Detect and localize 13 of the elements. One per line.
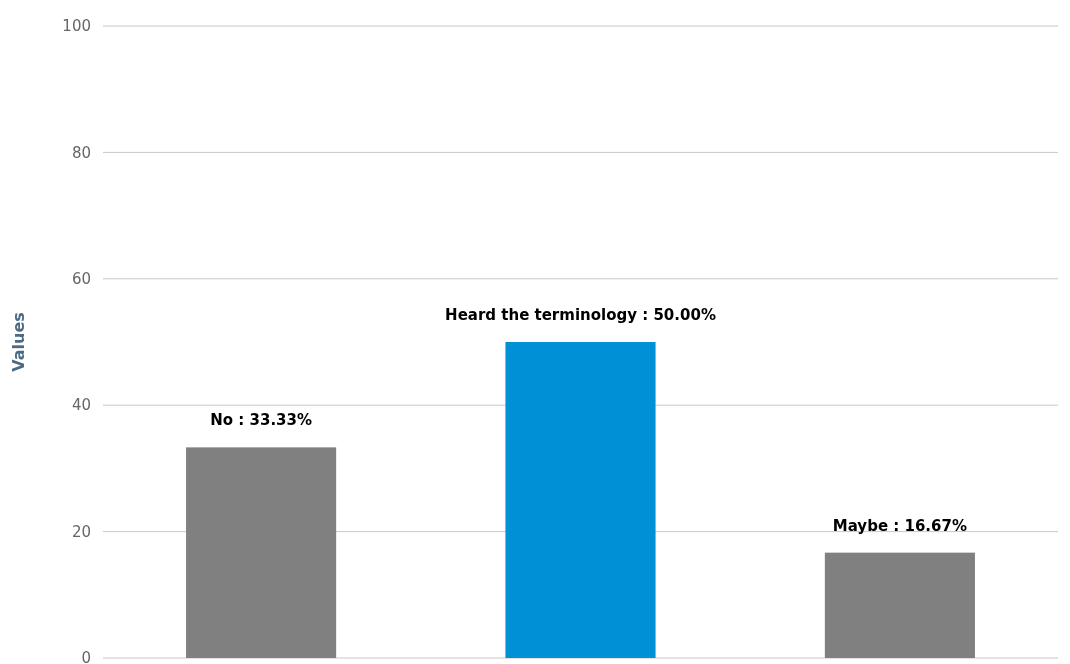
bar [186,447,337,658]
y-tick-label: 80 [71,143,91,162]
data-label: Heard the terminology : 50.00% [445,306,716,324]
bar [505,342,656,658]
bar [824,552,975,658]
y-tick-label: 60 [71,270,91,289]
data-label: Maybe : 16.67% [832,516,967,535]
y-tick-label: 100 [62,17,91,36]
data-label: No : 33.33% [210,411,312,430]
y-tick-label: 20 [71,522,91,541]
y-tick-label: 0 [81,649,91,664]
y-tick-label: 40 [71,396,91,415]
y-axis-title: Values [9,312,28,372]
